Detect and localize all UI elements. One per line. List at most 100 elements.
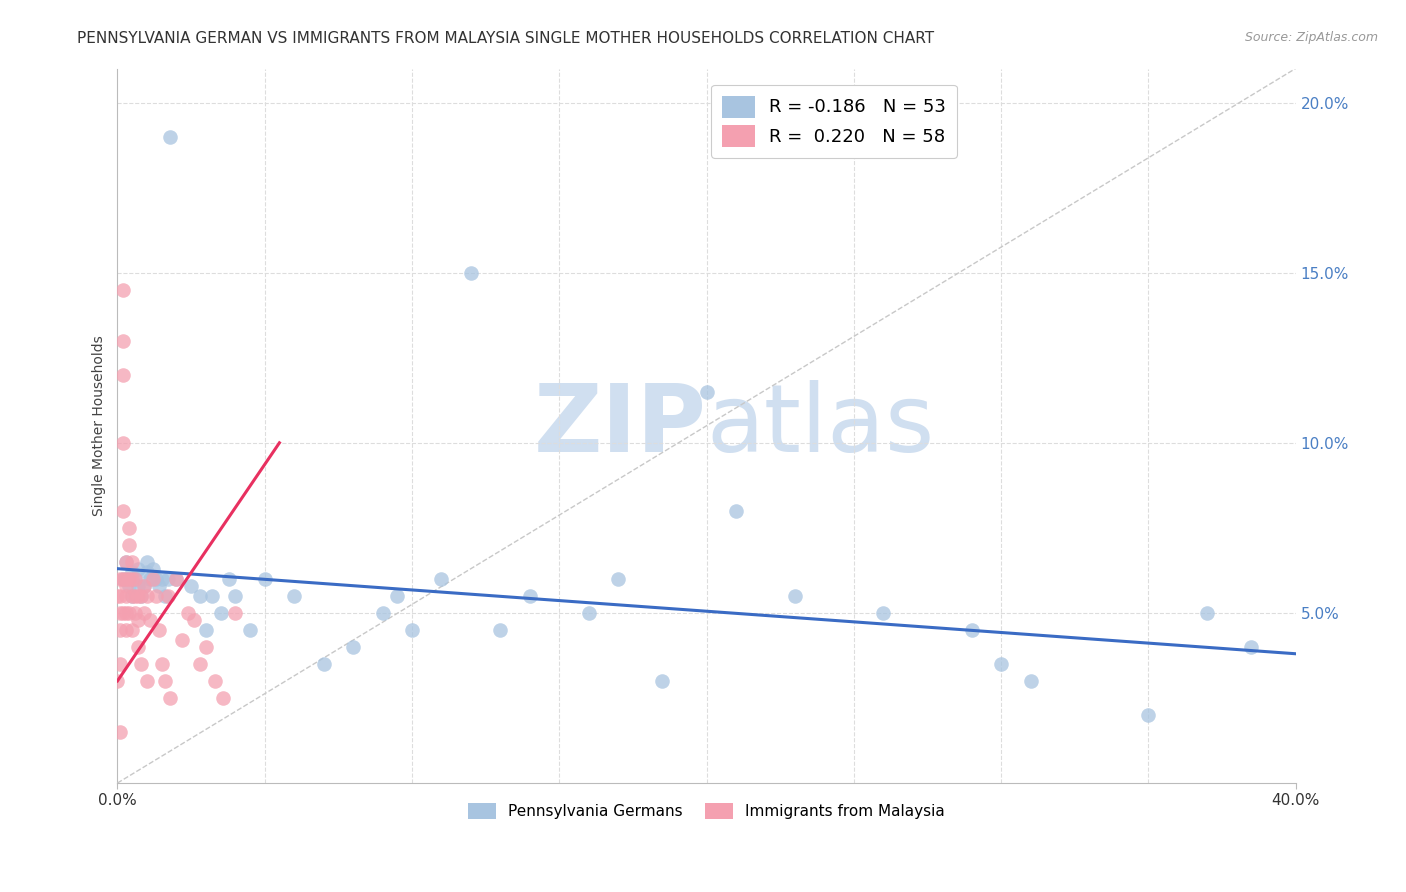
Point — [150, 572, 173, 586]
Point — [139, 572, 162, 586]
Point — [135, 565, 157, 579]
Point — [112, 368, 135, 382]
Point — [127, 579, 149, 593]
Point — [127, 613, 149, 627]
Point — [209, 606, 232, 620]
Point — [112, 334, 135, 348]
Point — [112, 572, 135, 586]
Point — [180, 579, 202, 593]
Point — [107, 673, 129, 688]
Point — [153, 673, 176, 688]
Point — [872, 606, 894, 620]
Point — [960, 623, 983, 637]
Point — [107, 589, 129, 603]
Point — [132, 606, 155, 620]
Point — [253, 572, 276, 586]
Point — [115, 606, 138, 620]
Point — [312, 657, 335, 671]
Point — [430, 572, 453, 586]
Point — [651, 673, 673, 688]
Point — [118, 521, 141, 535]
Point — [121, 572, 143, 586]
Point — [188, 589, 211, 603]
Point — [135, 589, 157, 603]
Point — [177, 606, 200, 620]
Point — [188, 657, 211, 671]
Point — [118, 538, 141, 552]
Point — [118, 572, 141, 586]
Point — [387, 589, 409, 603]
Text: Source: ZipAtlas.com: Source: ZipAtlas.com — [1244, 31, 1378, 45]
Point — [112, 572, 135, 586]
Point — [142, 572, 165, 586]
Point — [112, 435, 135, 450]
Point — [110, 589, 132, 603]
Point — [783, 589, 806, 603]
Text: ZIP: ZIP — [534, 380, 706, 472]
Point — [165, 572, 187, 586]
Point — [110, 725, 132, 739]
Point — [607, 572, 630, 586]
Point — [1197, 606, 1219, 620]
Point — [110, 572, 132, 586]
Point — [112, 504, 135, 518]
Point — [224, 589, 246, 603]
Point — [148, 623, 170, 637]
Point — [112, 283, 135, 297]
Point — [124, 572, 146, 586]
Point — [115, 572, 138, 586]
Text: atlas: atlas — [706, 380, 935, 472]
Point — [118, 606, 141, 620]
Point — [156, 572, 179, 586]
Point — [150, 657, 173, 671]
Point — [1240, 640, 1263, 654]
Text: PENNSYLVANIA GERMAN VS IMMIGRANTS FROM MALAYSIA SINGLE MOTHER HOUSEHOLDS CORRELA: PENNSYLVANIA GERMAN VS IMMIGRANTS FROM M… — [77, 31, 935, 46]
Point — [212, 690, 235, 705]
Point — [110, 657, 132, 671]
Point — [201, 589, 224, 603]
Point — [489, 623, 512, 637]
Point — [371, 606, 394, 620]
Point — [129, 589, 152, 603]
Point — [1137, 708, 1160, 723]
Point — [342, 640, 364, 654]
Point — [1019, 673, 1042, 688]
Point — [118, 579, 141, 593]
Point — [283, 589, 305, 603]
Point — [121, 555, 143, 569]
Point — [121, 623, 143, 637]
Point — [156, 589, 179, 603]
Point — [135, 555, 157, 569]
Point — [127, 562, 149, 576]
Point — [990, 657, 1012, 671]
Point — [110, 623, 132, 637]
Point — [129, 589, 152, 603]
Point — [165, 572, 187, 586]
Point — [129, 657, 152, 671]
Point — [132, 579, 155, 593]
Point — [194, 640, 217, 654]
Point — [239, 623, 262, 637]
Point — [139, 613, 162, 627]
Point — [135, 673, 157, 688]
Point — [194, 623, 217, 637]
Point — [127, 640, 149, 654]
Legend: Pennsylvania Germans, Immigrants from Malaysia: Pennsylvania Germans, Immigrants from Ma… — [463, 797, 950, 825]
Point — [695, 384, 717, 399]
Point — [401, 623, 423, 637]
Point — [519, 589, 541, 603]
Point — [115, 623, 138, 637]
Point — [110, 606, 132, 620]
Point — [724, 504, 747, 518]
Point — [127, 589, 149, 603]
Point — [142, 562, 165, 576]
Point — [132, 579, 155, 593]
Point — [460, 266, 482, 280]
Point — [145, 589, 167, 603]
Point — [172, 633, 194, 648]
Point — [124, 589, 146, 603]
Point — [224, 606, 246, 620]
Point — [121, 565, 143, 579]
Point — [153, 589, 176, 603]
Y-axis label: Single Mother Households: Single Mother Households — [93, 335, 107, 516]
